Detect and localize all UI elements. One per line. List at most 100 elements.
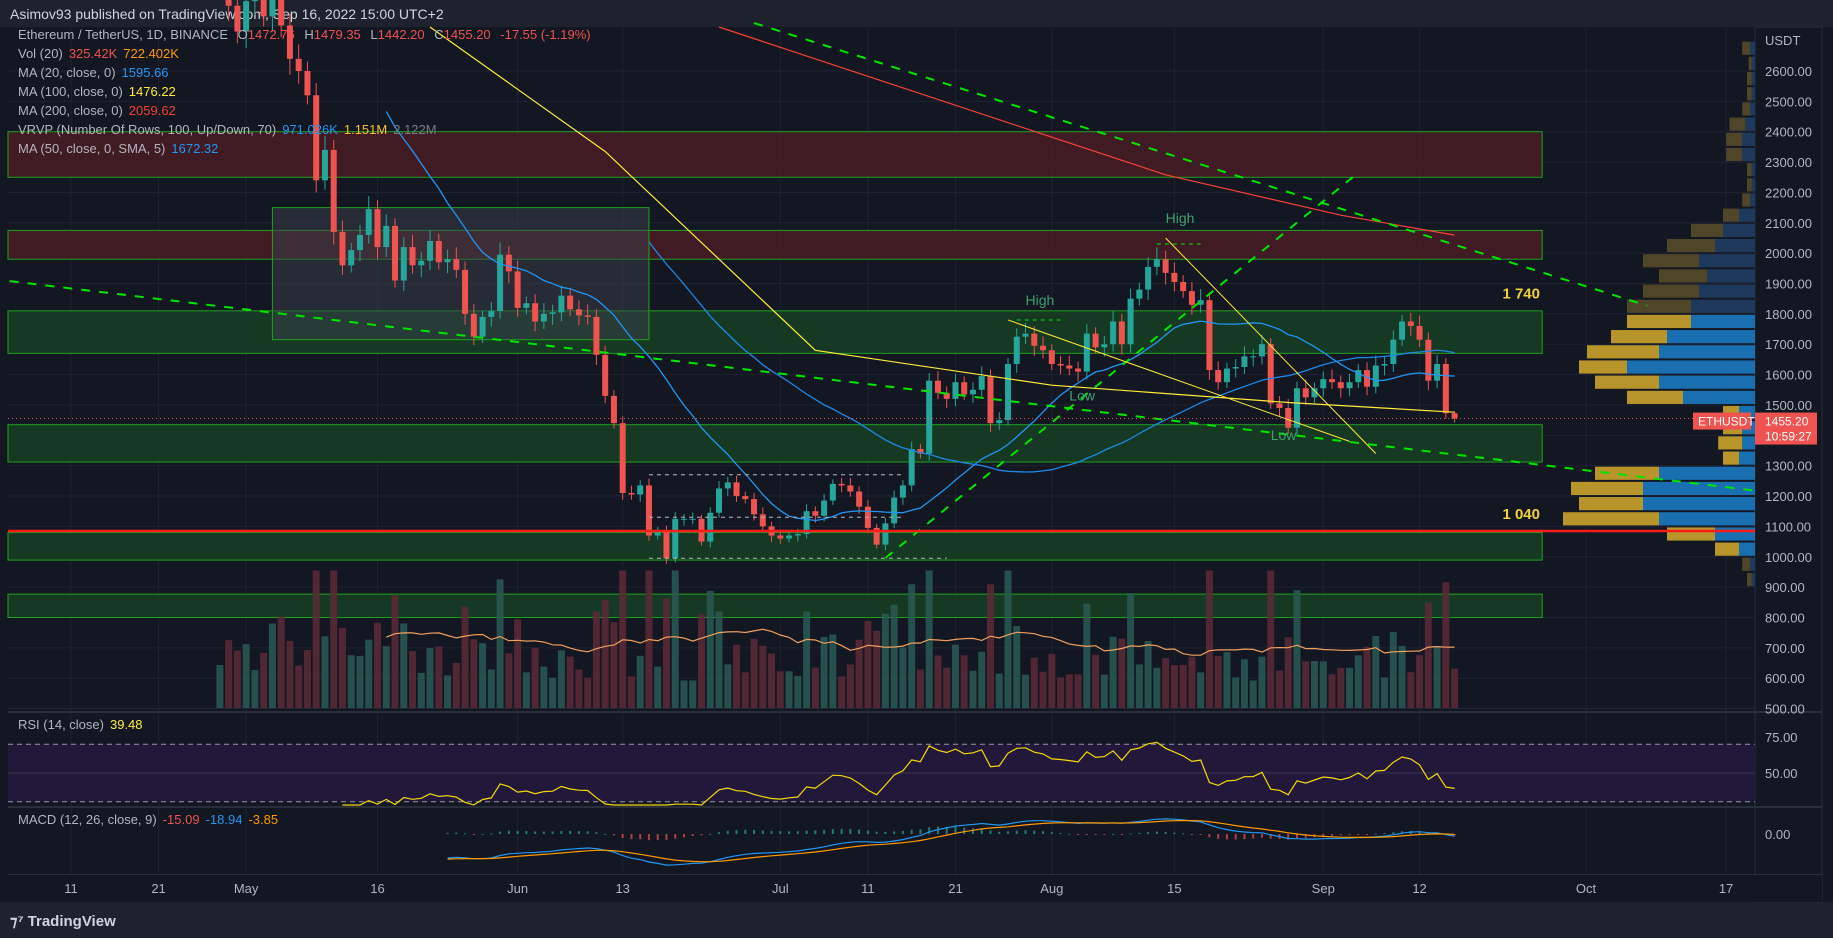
- volume-bar: [1144, 641, 1152, 708]
- candle-body: [400, 247, 407, 281]
- macd-hist-bar: [744, 829, 747, 834]
- candle-body: [567, 295, 574, 310]
- macd-hist-bar: [919, 829, 922, 834]
- annotation-high: High: [1166, 210, 1195, 226]
- tradingview-logo-icon: ⁊⁷: [10, 913, 24, 930]
- legend-rsi[interactable]: RSI (14, close) 39.48: [18, 717, 149, 732]
- legend-vrvp[interactable]: VRVP (Number Of Rows, 100, Up/Down, 70) 9…: [18, 122, 443, 137]
- zone-box: [271, 207, 650, 341]
- macd-hist-bar: [1453, 834, 1456, 836]
- macd-hist-bar: [1050, 832, 1053, 834]
- legend-macd[interactable]: MACD (12, 26, close, 9) -15.09 -18.94 -3.85: [18, 812, 284, 827]
- vrvp-bar-up: [1691, 299, 1755, 313]
- legend-ma100[interactable]: MA (100, close, 0) 1476.22: [18, 84, 182, 99]
- candle-body: [926, 380, 933, 454]
- macd-hist-bar: [709, 833, 712, 835]
- volume-bar: [689, 680, 697, 708]
- ma50-line: [648, 241, 1455, 473]
- macd-value: -15.09: [162, 812, 200, 827]
- macd-hist-bar: [884, 831, 887, 834]
- candle-body: [1399, 321, 1406, 340]
- macd-hist-bar: [726, 830, 729, 834]
- candle-body: [470, 313, 477, 337]
- candle-body: [1101, 344, 1108, 348]
- candle-body: [847, 485, 854, 492]
- volume-bar: [1424, 602, 1432, 708]
- vrvp-bar-down: [1611, 330, 1667, 344]
- vrvp-bar-up: [1739, 208, 1755, 222]
- price-tick-label: 1300.00: [1765, 459, 1812, 474]
- axis-currency: USDT: [1765, 33, 1800, 48]
- volume-bar: [1197, 672, 1205, 708]
- volume-bar: [908, 584, 916, 708]
- legend-volume[interactable]: Vol (20) 325.42K 722.402K: [18, 46, 185, 61]
- candle-body: [392, 225, 399, 281]
- macd-hist-bar: [516, 831, 519, 834]
- ma200-line: [718, 26, 1455, 236]
- vrvp-bar-down: [1667, 238, 1715, 253]
- volume-bar: [1179, 664, 1187, 708]
- volume-bar: [978, 651, 986, 708]
- vrvp-bar-up: [1691, 314, 1755, 329]
- candle-body: [1022, 333, 1029, 337]
- candle-body: [645, 485, 652, 536]
- vrvp-bar-down: [1579, 497, 1643, 511]
- macd-hist-bar: [700, 834, 703, 836]
- vrvp-bar-down: [1729, 117, 1746, 131]
- macd-hist-bar: [718, 832, 721, 834]
- vrvp-bar-down: [1747, 72, 1752, 86]
- volume-bar: [216, 665, 224, 708]
- candle-body: [1451, 413, 1458, 419]
- candle-body: [716, 488, 723, 513]
- candle-body: [961, 382, 968, 395]
- volume-bar: [260, 652, 268, 708]
- candle-body: [1092, 333, 1099, 348]
- volume-bar: [1354, 655, 1362, 708]
- last-price-tag: [1755, 412, 1817, 445]
- candle-body: [1364, 370, 1371, 387]
- macd-hist-bar: [595, 832, 598, 834]
- macd-hist-bar: [1322, 834, 1325, 837]
- candle-body: [540, 313, 547, 322]
- vrvp-bar-up: [1751, 178, 1755, 192]
- zone-green: [7, 593, 1543, 618]
- candle-body: [383, 225, 390, 248]
- macd-hist-bar: [560, 830, 563, 834]
- legend-ma20[interactable]: MA (20, close, 0) 1595.66: [18, 65, 175, 80]
- volume-bar: [382, 646, 390, 708]
- candle-body: [1127, 298, 1134, 345]
- legend-ma200[interactable]: MA (200, close, 0) 2059.62: [18, 103, 182, 118]
- macd-hist-bar: [1418, 831, 1421, 834]
- ma100-value: 1476.22: [128, 84, 176, 99]
- macd-hist-bar: [823, 829, 826, 834]
- candle-body: [873, 527, 880, 545]
- vrvp-bar-up: [1750, 41, 1755, 55]
- vrvp-bar-down: [1659, 269, 1707, 283]
- macd-hist-bar: [1006, 831, 1009, 834]
- vrvp-bar-down: [1723, 451, 1739, 465]
- candle-body: [663, 530, 670, 559]
- volume-bar: [251, 670, 259, 708]
- ma20-line: [385, 111, 1455, 522]
- price-tick-label: 700.00: [1765, 641, 1805, 656]
- macd-hist-bar: [1392, 832, 1395, 834]
- legend-ma50[interactable]: MA (50, close, 0, SMA, 5) 1672.32: [18, 141, 224, 156]
- price-tick-label: 500.00: [1765, 702, 1805, 717]
- vrvp-bar-down: [1627, 314, 1691, 329]
- volume-bar: [1372, 636, 1380, 708]
- candle-body: [803, 511, 810, 534]
- vrvp-bar-up: [1742, 147, 1755, 162]
- vrvp-bar-up: [1667, 330, 1755, 344]
- volume-bar: [1092, 654, 1100, 708]
- tradingview-logo[interactable]: ⁊⁷ TradingView: [10, 912, 116, 930]
- macd-hist-bar: [1182, 833, 1185, 835]
- macd-hist-bar: [1208, 834, 1211, 838]
- volume-bar: [794, 675, 802, 708]
- macd-hist-bar: [1331, 834, 1334, 836]
- candle-body: [1267, 344, 1274, 404]
- vrvp-bar-up: [1751, 72, 1755, 86]
- time-tick-label: Aug: [1040, 881, 1063, 896]
- price-tick-label: 1000.00: [1765, 550, 1812, 565]
- volume-bar: [741, 672, 749, 708]
